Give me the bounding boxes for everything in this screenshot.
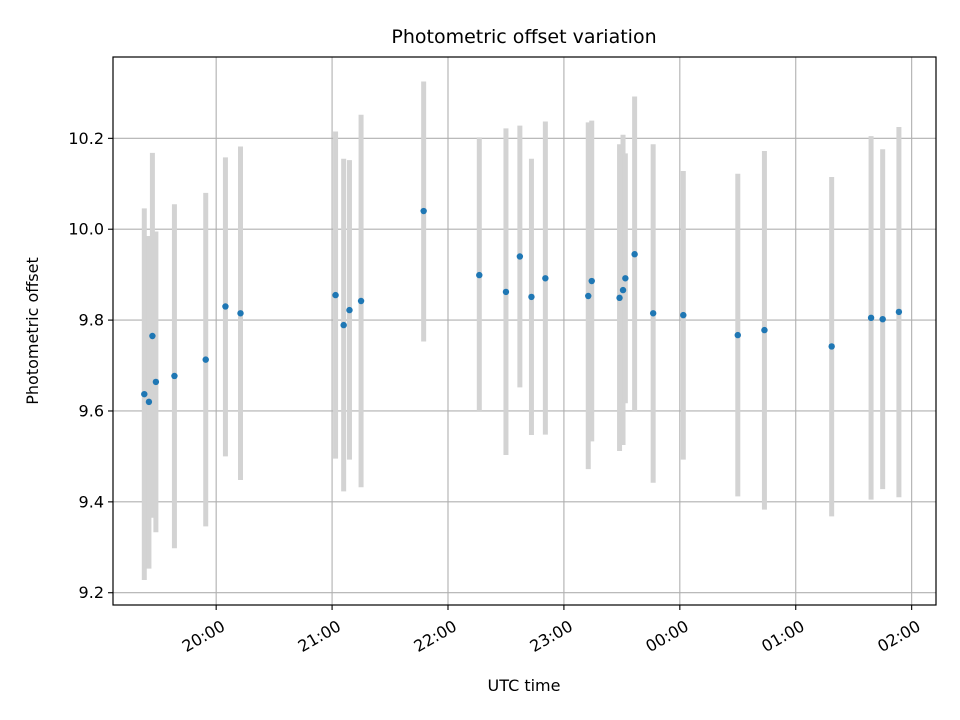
data-point bbox=[171, 372, 178, 380]
data-point bbox=[332, 291, 339, 299]
data-point bbox=[761, 326, 768, 334]
data-point bbox=[237, 310, 244, 317]
y-axis-label: Photometric offset bbox=[23, 257, 42, 405]
data-point bbox=[619, 286, 627, 294]
data-point bbox=[616, 294, 623, 302]
data-point bbox=[588, 277, 595, 285]
chart-title: Photometric offset variation bbox=[391, 26, 656, 48]
data-point bbox=[340, 321, 347, 329]
data-point bbox=[357, 297, 365, 305]
y-tick-label: 9.6 bbox=[79, 401, 104, 420]
data-point bbox=[542, 275, 549, 282]
y-tick-label: 10.2 bbox=[68, 129, 104, 148]
data-point bbox=[631, 251, 638, 258]
data-point bbox=[502, 288, 510, 296]
data-point bbox=[149, 332, 156, 340]
data-point bbox=[152, 378, 160, 386]
data-point bbox=[202, 356, 209, 363]
grid bbox=[113, 57, 936, 605]
data-point bbox=[346, 306, 353, 314]
y-tick-label: 9.2 bbox=[79, 583, 104, 602]
data-point bbox=[867, 314, 875, 322]
y-tick-label: 10.0 bbox=[68, 220, 104, 239]
data-point bbox=[145, 398, 153, 406]
data-point bbox=[895, 308, 903, 316]
data-point bbox=[622, 275, 629, 282]
plot-frame bbox=[112, 56, 937, 606]
data-point bbox=[734, 331, 741, 339]
data-point bbox=[516, 253, 524, 260]
data-point bbox=[649, 310, 657, 317]
data-point bbox=[476, 271, 483, 279]
data-point bbox=[585, 292, 592, 300]
y-tick-label: 9.4 bbox=[79, 492, 104, 511]
data-point bbox=[680, 311, 687, 319]
data-point bbox=[828, 343, 835, 350]
y-axis-ticks: 9.2 9.4 9.6 9.8 10.0 10.2 bbox=[68, 129, 113, 602]
data-point bbox=[141, 390, 148, 398]
data-point bbox=[420, 207, 427, 215]
data-point bbox=[222, 303, 229, 310]
x-axis-label: UTC time bbox=[488, 676, 561, 695]
data-points bbox=[141, 207, 903, 406]
data-point bbox=[879, 315, 886, 323]
y-tick-label: 9.8 bbox=[79, 311, 104, 330]
data-point bbox=[528, 293, 535, 301]
